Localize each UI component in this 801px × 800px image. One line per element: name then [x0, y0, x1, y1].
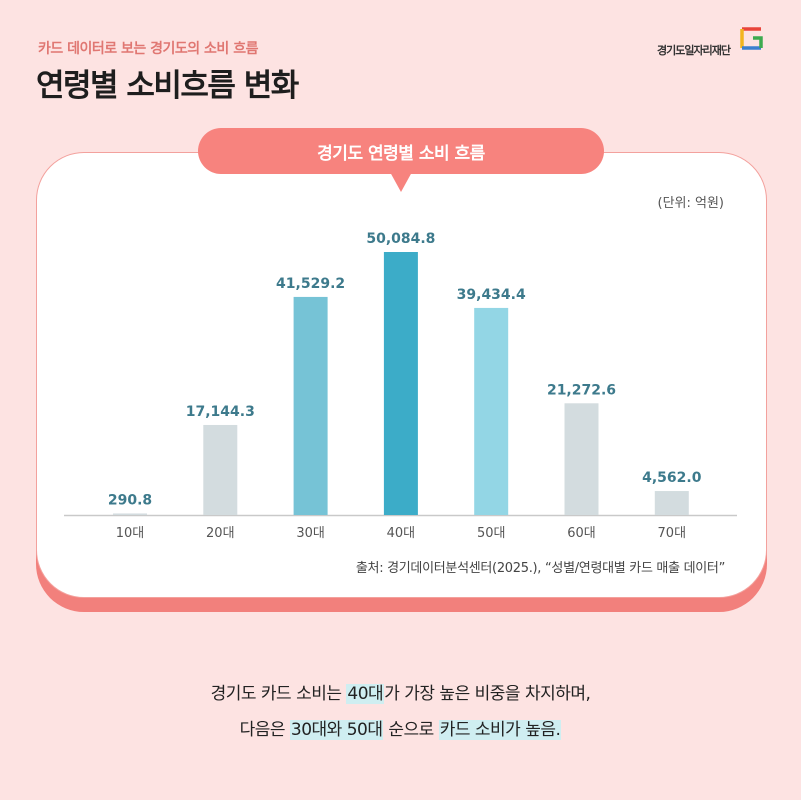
- bar-60대: [564, 403, 599, 515]
- data-label-50대: 39,434.4: [457, 287, 526, 303]
- bar-30대: [293, 296, 328, 515]
- bar-20대: [203, 424, 238, 515]
- summary-highlight: 40대: [346, 684, 385, 704]
- bar-10대: [113, 513, 147, 515]
- data-label-60대: 21,272.6: [547, 382, 616, 398]
- x-tick-40대: 40대: [387, 526, 416, 541]
- summary-text-part: 순으로: [383, 720, 439, 740]
- bar-70대: [654, 491, 689, 515]
- x-tick-20대: 20대: [206, 526, 235, 541]
- data-label-70대: 4,562.0: [642, 470, 702, 486]
- data-label-20대: 17,144.3: [186, 404, 255, 420]
- summary-text-part: 다음은: [239, 720, 290, 740]
- data-label-40대: 50,084.8: [366, 231, 435, 247]
- unit-label: (단위: 억원): [657, 196, 725, 211]
- brand-name: 경기도일자리재단: [657, 44, 731, 57]
- summary-text-part: 경기도 카드 소비는: [210, 684, 347, 704]
- subtitle: 카드 데이터로 보는 경기도의 소비 흐름: [38, 41, 258, 57]
- pill-pointer: [390, 172, 412, 192]
- bar-50대: [474, 307, 509, 515]
- chart-title-pill: 경기도 연령별 소비 흐름: [198, 128, 604, 174]
- data-label-10대: 290.8: [108, 492, 152, 508]
- foundation-logo-icon: [740, 27, 763, 50]
- summary-line-2: 다음은 30대와 50대 순으로 카드 소비가 높음.: [0, 712, 801, 748]
- x-tick-60대: 60대: [567, 526, 596, 541]
- brand-logo: 경기도일자리재단: [657, 26, 769, 66]
- x-tick-30대: 30대: [296, 526, 325, 541]
- data-label-30대: 41,529.2: [276, 276, 345, 292]
- summary-line-1: 경기도 카드 소비는 40대가 가장 높은 비중을 차지하며,: [0, 676, 801, 712]
- x-tick-70대: 70대: [658, 526, 687, 541]
- summary-text-part: 가 가장 높은 비중을 차지하며,: [384, 684, 591, 704]
- page-title: 연령별 소비흐름 변화: [36, 68, 299, 104]
- summary-text: 경기도 카드 소비는 40대가 가장 높은 비중을 차지하며, 다음은 30대와…: [0, 676, 801, 748]
- x-tick-10대: 10대: [116, 526, 145, 541]
- bar-40대: [383, 252, 418, 515]
- x-tick-50대: 50대: [477, 526, 506, 541]
- summary-highlight: 30대와 50대: [289, 720, 384, 740]
- summary-highlight: 카드 소비가 높음.: [438, 720, 562, 740]
- source-note: 출처: 경기데이터분석센터(2025.), “성별/연령대별 카드 매출 데이터…: [355, 561, 725, 576]
